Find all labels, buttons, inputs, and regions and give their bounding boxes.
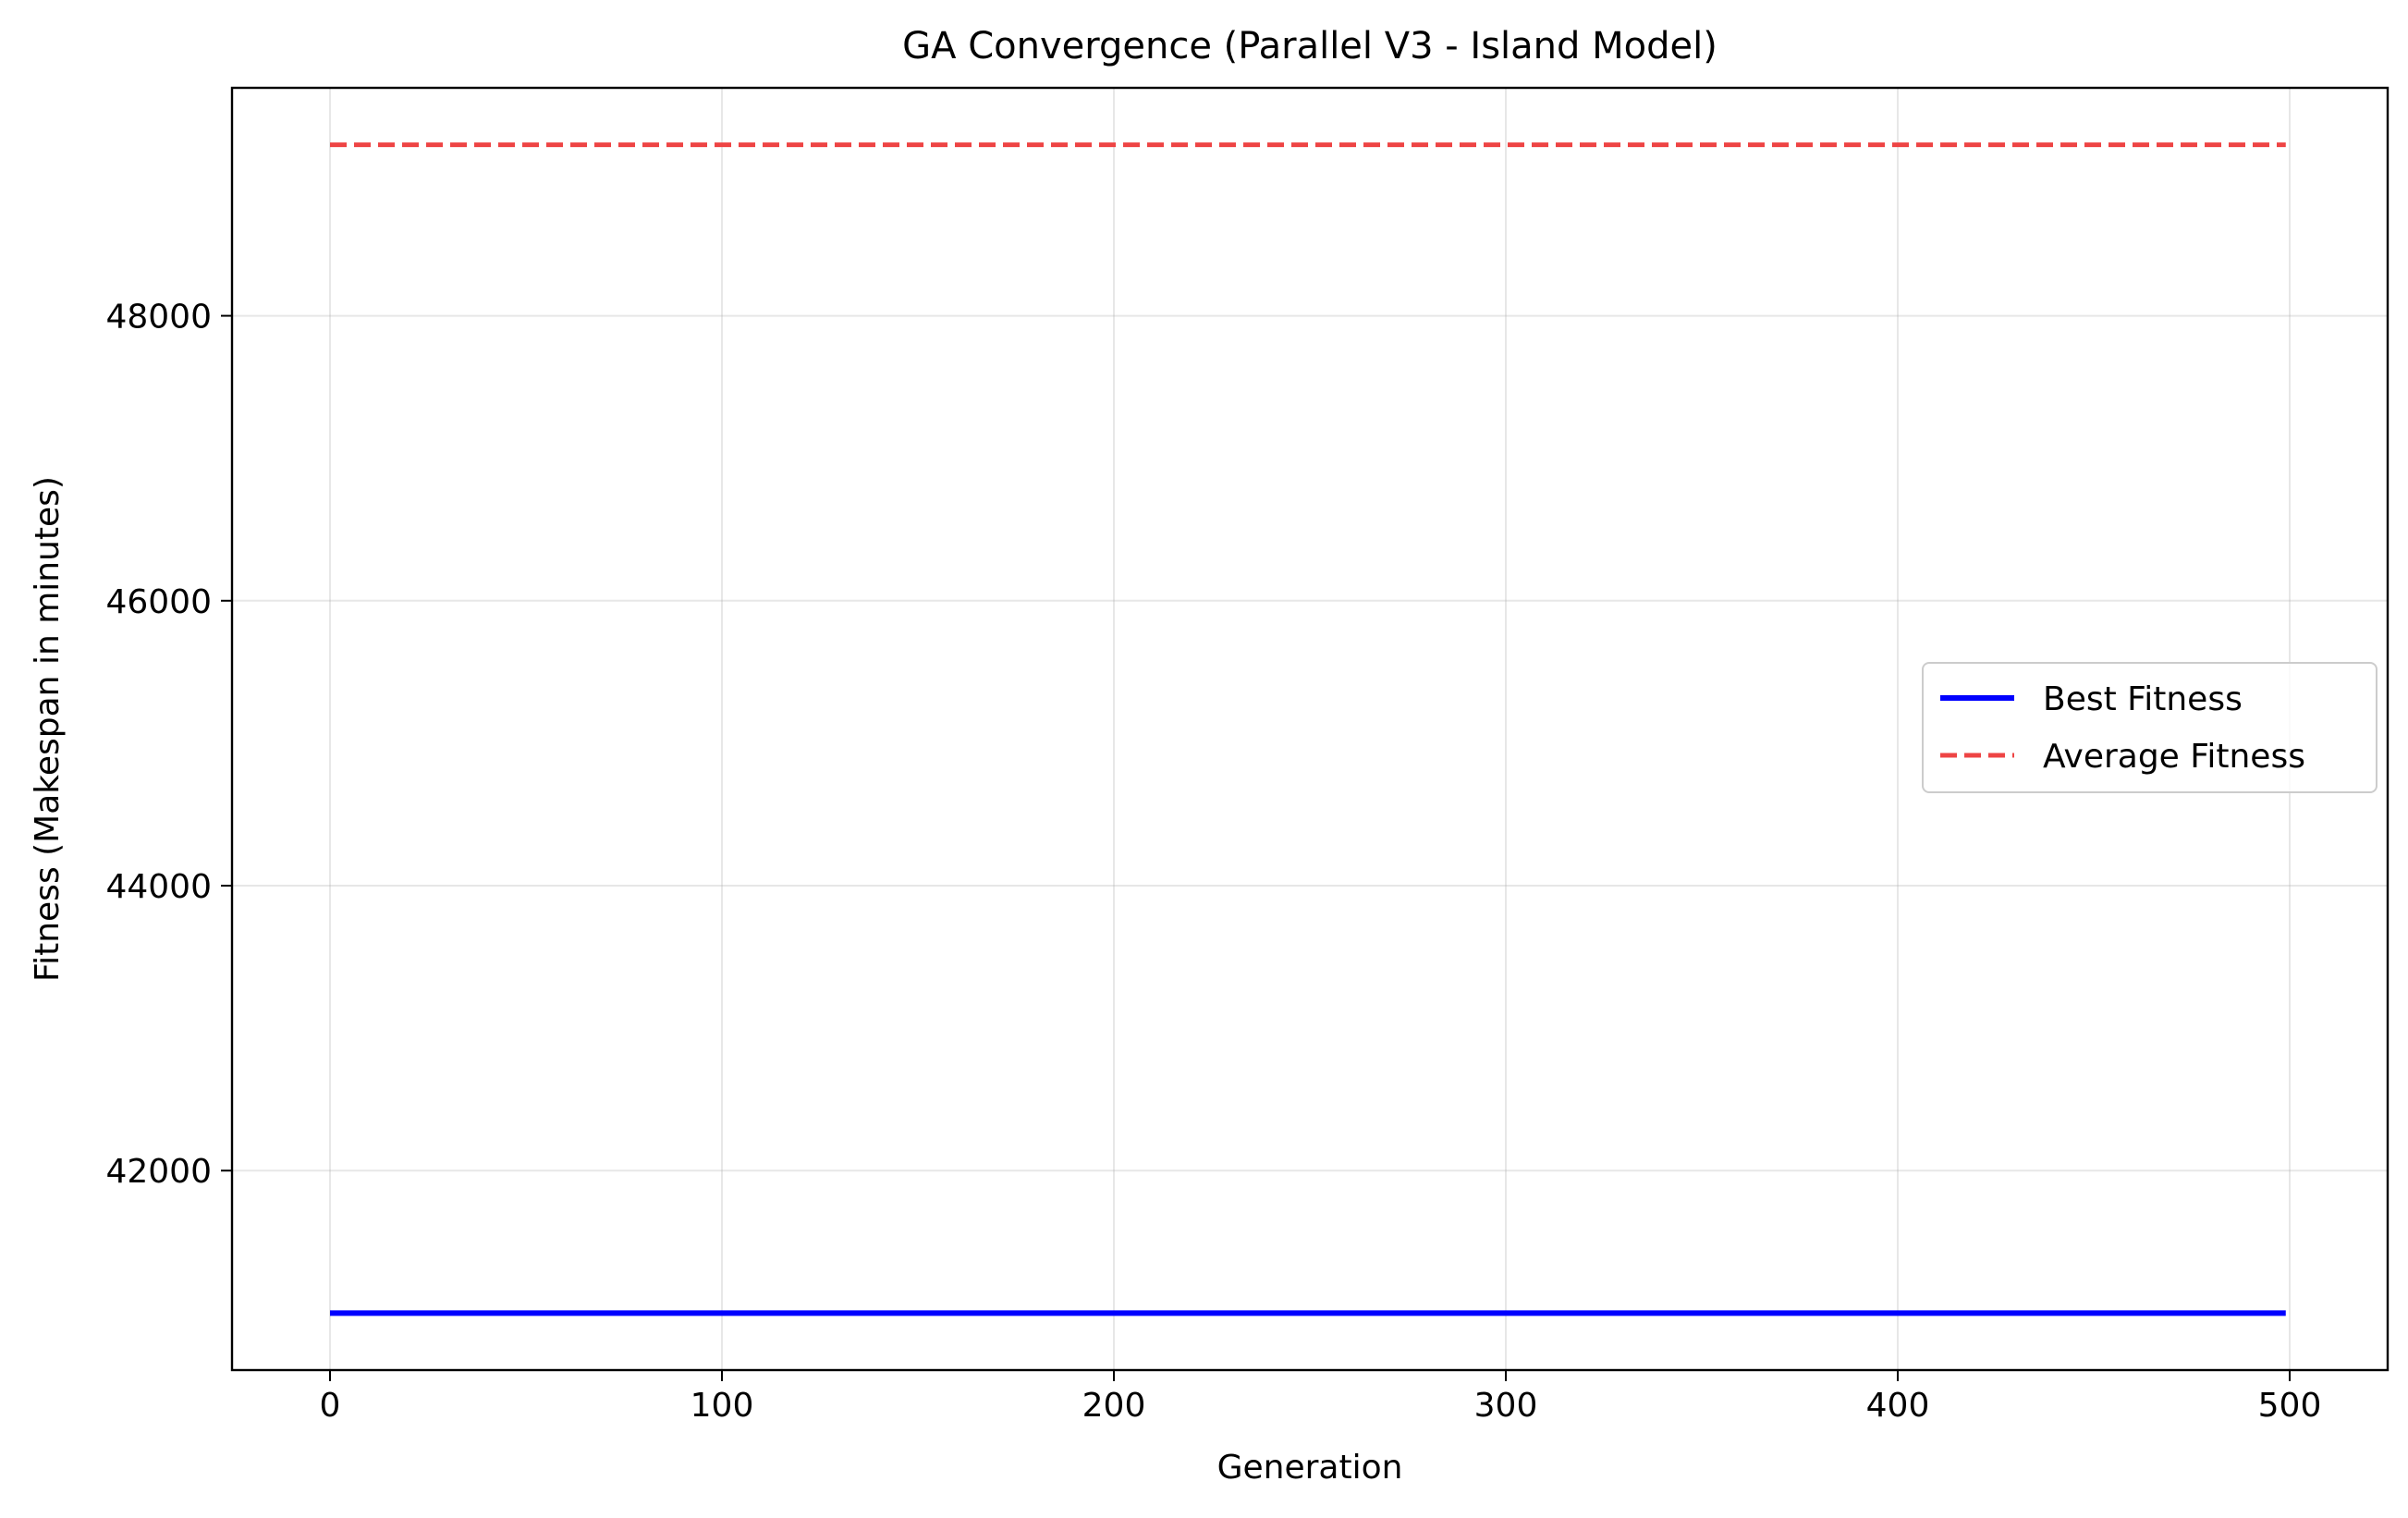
legend-label: Average Fitness — [2043, 738, 2305, 776]
legend-box — [1922, 662, 2377, 793]
x-axis-label: Generation — [1217, 1449, 1403, 1487]
ticks-layer: 0 100 200 300 400 500 42000 44000 46000 48000 — [105, 299, 2321, 1425]
plot-frame — [230, 86, 2390, 1372]
x-tick-label: 100 — [691, 1387, 754, 1425]
x-tick-label: 400 — [1866, 1387, 1930, 1425]
x-tick-label: 200 — [1082, 1387, 1146, 1425]
x-tick-label: 500 — [2258, 1387, 2322, 1425]
series-layer — [330, 142, 2286, 1316]
legend-label: Best Fitness — [2043, 680, 2243, 718]
chart-title: GA Convergence (Parallel V3 - Island Mod… — [902, 25, 1717, 67]
legend: Best Fitness Average Fitness — [1922, 662, 2377, 793]
x-tick-label: 300 — [1474, 1387, 1538, 1425]
y-tick-label: 44000 — [105, 868, 212, 906]
x-tick-label: 0 — [320, 1387, 341, 1425]
y-tick-label: 46000 — [105, 583, 212, 621]
y-axis-label: Fitness (Makespan in minutes) — [29, 476, 67, 982]
y-tick-label: 42000 — [105, 1153, 212, 1191]
y-tick-label: 48000 — [105, 299, 212, 337]
